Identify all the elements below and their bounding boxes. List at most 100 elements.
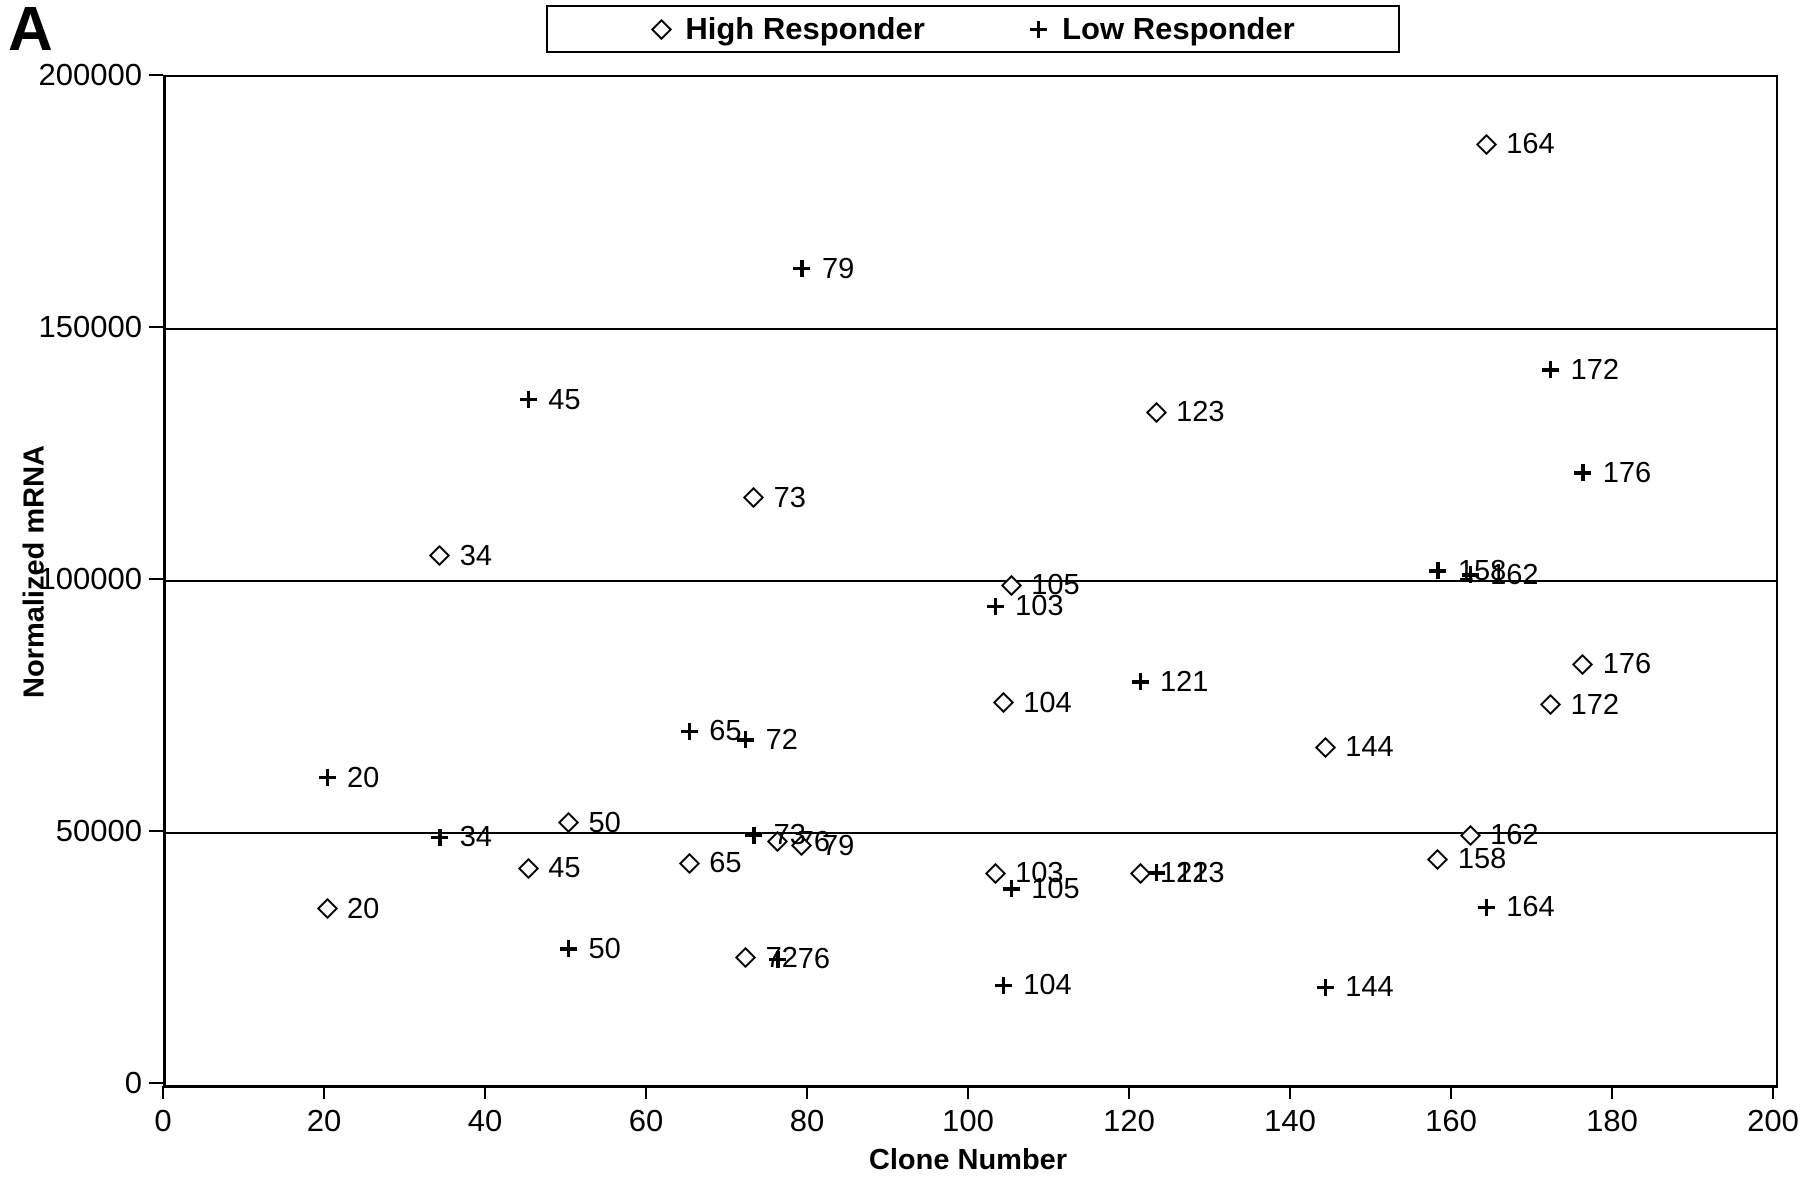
data-point-low-34: 34 [429, 822, 492, 852]
x-tick-200 [1772, 1086, 1774, 1099]
gridline-150000 [166, 328, 1776, 330]
data-point-high-176: 176 [1572, 649, 1651, 679]
x-tick-label-200: 200 [1747, 1103, 1799, 1138]
data-point-label: 103 [1015, 590, 1064, 623]
plus-marker-icon [517, 391, 539, 409]
data-point-label: 45 [548, 852, 581, 885]
legend-label-low: Low Responder [1062, 11, 1295, 46]
data-point-low-123: 123 [1145, 858, 1225, 888]
data-point-low-105: 105 [1000, 874, 1080, 904]
gridline-50000 [166, 832, 1776, 834]
data-point-label: 79 [821, 829, 855, 862]
diamond-marker-icon [1539, 694, 1562, 716]
data-point-label: 103 [1015, 857, 1064, 890]
plus-marker-icon [1145, 864, 1167, 882]
data-point-high-144: 144 [1314, 731, 1394, 764]
x-tick-label-80: 80 [789, 1103, 825, 1138]
data-point-high-73: 73 [743, 483, 806, 513]
data-point-label: 104 [1023, 969, 1072, 1002]
data-point-label: 172 [1570, 688, 1619, 721]
data-point-low-50: 50 [558, 934, 621, 964]
y-tick-50000 [149, 830, 163, 832]
data-point-low-104: 104 [992, 969, 1072, 1002]
data-point-high-79: 79 [791, 831, 854, 861]
data-point-label: 144 [1345, 731, 1394, 764]
x-axis-title: Clone Number [868, 1144, 1068, 1176]
y-tick-label-100000: 100000 [38, 561, 142, 596]
x-tick-label-140: 140 [1264, 1103, 1316, 1138]
data-point-label: 20 [347, 761, 380, 794]
data-point-low-144: 144 [1314, 971, 1394, 1004]
legend-entry-high-responder: High Responder [650, 11, 925, 47]
data-point-low-20: 20 [316, 763, 379, 793]
data-point-high-164: 164 [1475, 129, 1555, 159]
data-point-high-34: 34 [429, 541, 492, 571]
data-point-label: 79 [821, 252, 855, 285]
data-point-label: 50 [588, 932, 621, 965]
data-point-low-162: 162 [1459, 560, 1538, 590]
diamond-marker-icon [1314, 736, 1336, 758]
y-tick-200000 [149, 74, 163, 76]
plus-marker-icon [316, 769, 338, 787]
data-point-high-104: 104 [992, 686, 1072, 719]
diamond-marker-icon [992, 692, 1014, 714]
data-point-label: 76 [797, 943, 831, 975]
plus-marker-icon [743, 826, 765, 844]
plus-marker-icon [767, 950, 789, 968]
diamond-marker-icon [734, 947, 757, 969]
data-point-label: 73 [773, 819, 806, 852]
x-tick-label-40: 40 [467, 1103, 503, 1138]
data-point-high-50: 50 [557, 808, 621, 838]
data-point-low-72: 72 [735, 725, 798, 755]
data-point-low-176: 176 [1572, 458, 1651, 488]
x-tick-label-180: 180 [1586, 1103, 1638, 1138]
y-tick-label-200000: 200000 [38, 57, 142, 92]
data-point-high-45: 45 [517, 852, 581, 885]
panel-label: A [8, 0, 53, 64]
data-point-high-121: 121 [1129, 858, 1208, 888]
data-point-low-79: 79 [791, 254, 854, 284]
plus-marker-icon [558, 940, 580, 958]
diamond-marker-icon [557, 812, 580, 834]
x-tick-label-100: 100 [942, 1103, 994, 1138]
diamond-marker-icon [650, 18, 672, 40]
plus-marker-icon [1459, 566, 1481, 584]
diamond-marker-icon [1459, 824, 1481, 846]
diamond-marker-icon [429, 545, 451, 567]
data-point-label: 73 [773, 481, 806, 514]
data-point-label: 164 [1506, 891, 1555, 924]
data-point-low-164: 164 [1475, 891, 1555, 924]
plus-marker-icon [1427, 562, 1449, 580]
legend-label-high: High Responder [685, 11, 925, 46]
data-point-label: 34 [459, 821, 492, 854]
gridline-100000 [166, 580, 1776, 582]
y-tick-150000 [149, 326, 163, 328]
data-point-label: 105 [1031, 569, 1080, 602]
diamond-marker-icon [1572, 653, 1594, 675]
x-tick-label-20: 20 [306, 1103, 342, 1138]
data-point-label: 45 [548, 383, 581, 416]
plus-marker-icon [735, 731, 757, 749]
y-tick-label-0: 0 [124, 1065, 142, 1100]
x-tick-60 [645, 1086, 647, 1099]
plus-marker-icon [1540, 361, 1562, 379]
diamond-marker-icon [316, 897, 338, 920]
diamond-marker-icon [743, 487, 765, 509]
data-point-high-158: 158 [1427, 844, 1506, 874]
plus-marker-icon [429, 828, 451, 846]
data-point-low-65: 65 [678, 715, 742, 748]
y-tick-100000 [149, 578, 163, 580]
x-tick-label-120: 120 [1103, 1103, 1155, 1138]
data-point-label: 65 [709, 715, 742, 748]
data-point-label: 144 [1345, 971, 1394, 1004]
data-point-label: 162 [1490, 558, 1539, 591]
plus-marker-icon [992, 976, 1014, 994]
data-point-high-103: 103 [984, 857, 1064, 890]
plot-area: 20 34 45 50 65 72 73 76 79 103 104 105 121 123 144 158 1… [163, 75, 1778, 1088]
x-tick-80 [806, 1086, 808, 1099]
data-point-label: 121 [1160, 857, 1209, 890]
diamond-marker-icon [1475, 133, 1497, 155]
data-point-high-123: 123 [1145, 397, 1225, 427]
data-point-label: 104 [1023, 686, 1072, 719]
